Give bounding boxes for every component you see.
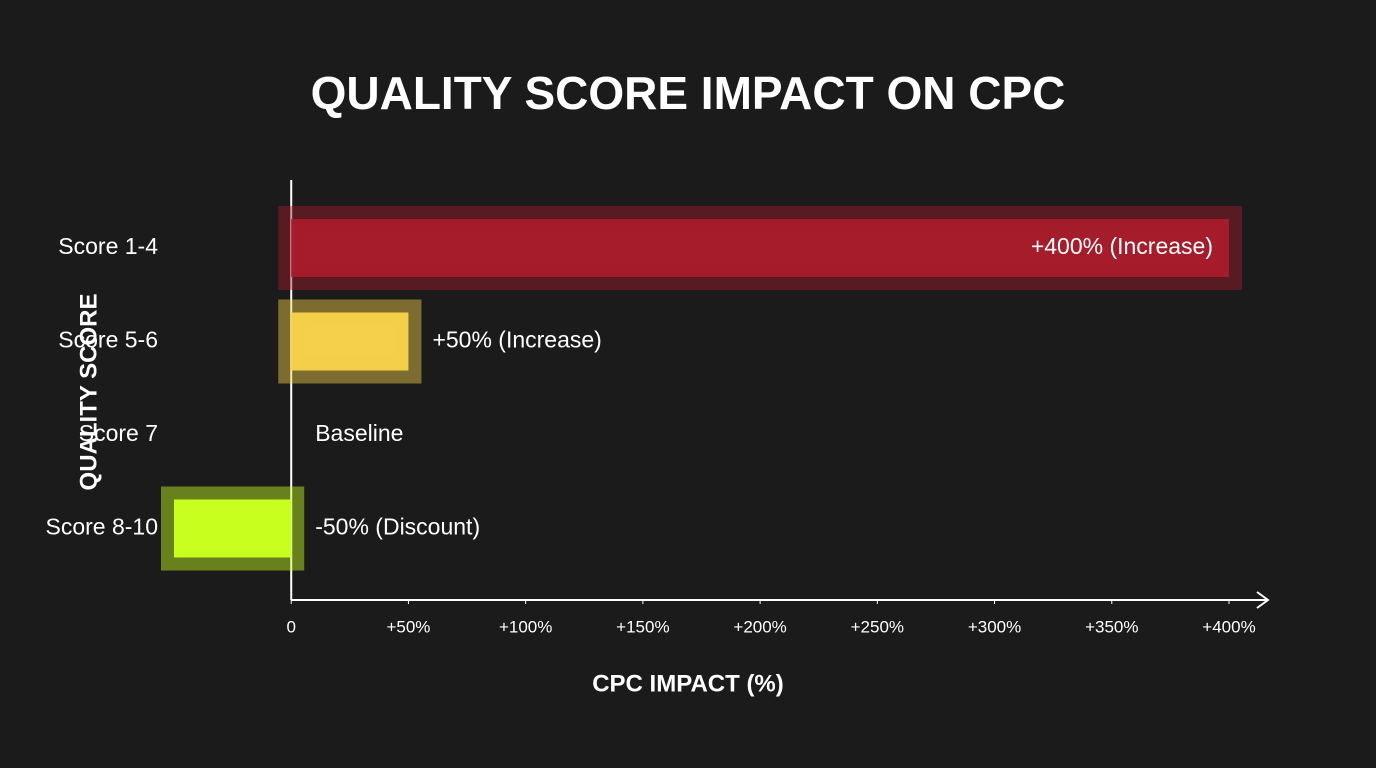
value-label: Baseline	[315, 420, 403, 446]
x-tick-label: +150%	[616, 617, 669, 636]
x-axis-title: CPC IMPACT (%)	[592, 670, 784, 697]
x-tick-label: +250%	[851, 617, 904, 636]
x-tick-label: +200%	[733, 617, 786, 636]
value-label: -50% (Discount)	[315, 514, 480, 540]
x-tick-label: 0	[286, 617, 295, 636]
y-tick-label: Score 1-4	[58, 233, 158, 259]
x-tick-label: +100%	[499, 617, 552, 636]
x-axis-arrow	[1256, 591, 1270, 609]
chart-title: QUALITY SCORE IMPACT ON CPC	[311, 67, 1066, 119]
y-tick-label: Score 5-6	[58, 327, 158, 353]
x-tick-label: +400%	[1202, 617, 1255, 636]
value-label: +400% (Increase)	[1031, 233, 1213, 259]
x-tick-label: +50%	[386, 617, 430, 636]
y-tick-label: Score 7	[79, 420, 158, 446]
x-tick-label: +350%	[1085, 617, 1138, 636]
x-tick-label: +300%	[968, 617, 1021, 636]
bar	[278, 299, 422, 384]
bar	[278, 206, 1242, 290]
value-label: +50% (Increase)	[432, 327, 601, 353]
bar	[161, 486, 305, 571]
y-axis-title: QUALITY SCORE	[75, 294, 102, 491]
y-tick-label: Score 8-10	[45, 514, 158, 540]
